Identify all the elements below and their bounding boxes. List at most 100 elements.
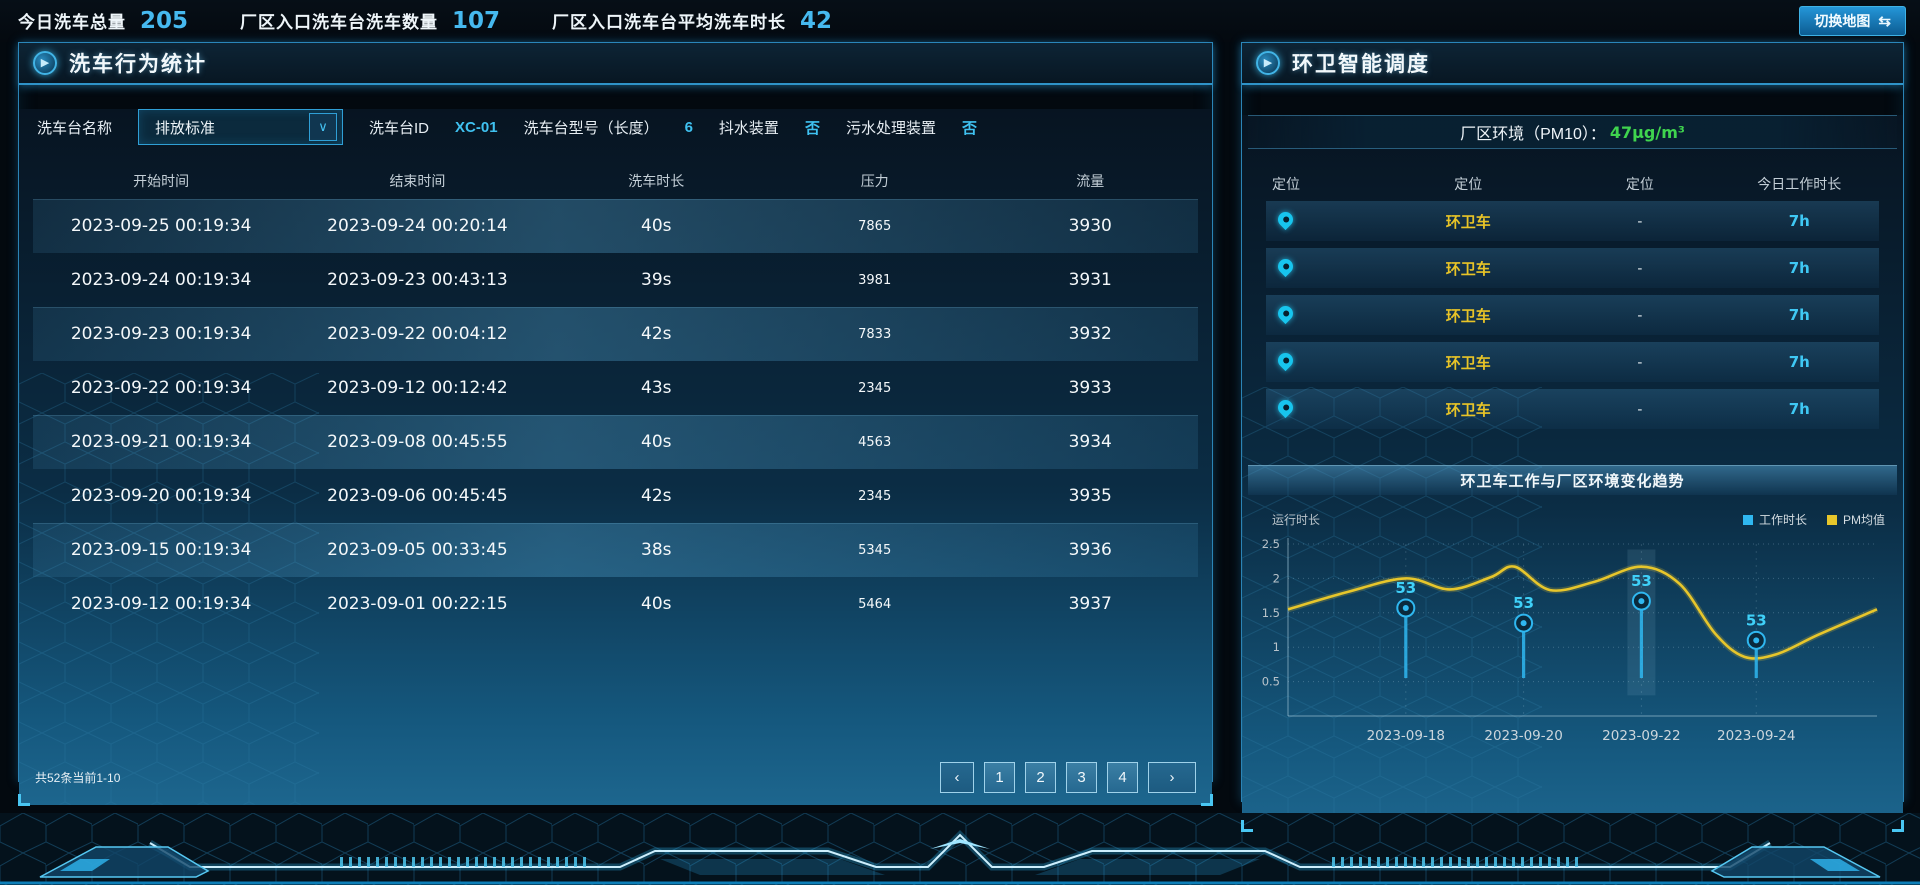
column-header: 流量 bbox=[1076, 173, 1105, 189]
wash-behavior-header: ▶ 洗车行为统计 bbox=[19, 43, 1212, 85]
vehicle-row: 环卫车 - 7h bbox=[1266, 342, 1879, 382]
stat-label: 今日洗车总量 bbox=[18, 13, 126, 32]
table-cell: 2023-09-01 00:22:15 bbox=[327, 594, 508, 614]
stat-label: 厂区入口洗车台平均洗车时长 bbox=[552, 13, 787, 32]
vehicle-name: 环卫车 bbox=[1445, 401, 1491, 419]
pm10-value: 47μg/m³ bbox=[1609, 122, 1685, 142]
vehicle-name: 环卫车 bbox=[1445, 260, 1491, 278]
location-placeholder: - bbox=[1637, 212, 1643, 230]
table-row: 2023-09-15 00:19:34 2023-09-05 00:33:45 38… bbox=[33, 523, 1198, 577]
location-placeholder: - bbox=[1637, 306, 1643, 324]
svg-text:2023-09-22: 2023-09-22 bbox=[1602, 728, 1680, 744]
table-cell: 2023-09-20 00:19:34 bbox=[70, 486, 252, 506]
pm10-label: 厂区环境（PM10）： bbox=[1460, 126, 1606, 143]
table-cell: 2023-09-22 00:04:12 bbox=[327, 324, 508, 344]
table-cell: 2023-09-15 00:19:34 bbox=[70, 540, 252, 560]
sewage-device-value: 否 bbox=[961, 119, 977, 137]
chart-top-row: 运行时长 工作时长 PM均值 bbox=[1252, 511, 1893, 530]
table-cell: 3936 bbox=[1068, 540, 1112, 560]
wash-behavior-panel: ▶ 洗车行为统计 洗车台名称 排放标准 ∨ 洗车台ID XC-01 洗车台型号（… bbox=[18, 42, 1213, 806]
table-cell: 2023-09-12 00:19:34 bbox=[70, 594, 252, 614]
location-placeholder: - bbox=[1637, 259, 1643, 277]
location-placeholder: - bbox=[1637, 353, 1643, 371]
page-button-3[interactable]: 3 bbox=[1066, 761, 1097, 793]
table-cell: 40s bbox=[641, 432, 672, 452]
prev-page-button[interactable]: ‹ bbox=[940, 761, 974, 793]
column-header: 今日工作时长 bbox=[1757, 176, 1842, 192]
station-name-select[interactable]: 排放标准 ∨ bbox=[138, 109, 344, 145]
locate-cell bbox=[1266, 208, 1376, 231]
page-button-2[interactable]: 2 bbox=[1025, 761, 1056, 793]
selected-option: 排放标准 bbox=[155, 119, 216, 137]
swap-arrows-icon: ⇆ bbox=[1878, 13, 1891, 30]
vehicle-row: 环卫车 - 7h bbox=[1266, 295, 1879, 335]
location-pin-icon[interactable] bbox=[1274, 302, 1297, 324]
sanitation-dispatch-header: ▶ 环卫智能调度 bbox=[1242, 43, 1903, 85]
locate-cell bbox=[1266, 302, 1376, 325]
location-pin-icon[interactable] bbox=[1274, 349, 1297, 371]
sewage-device-label: 污水处理装置 bbox=[845, 119, 936, 137]
table-cell: 40s bbox=[641, 216, 672, 236]
work-hours: 7h bbox=[1788, 400, 1810, 418]
play-circle-icon: ▶ bbox=[1256, 51, 1280, 75]
shake-device-label: 抖水装置 bbox=[718, 119, 779, 137]
page-button-1[interactable]: 1 bbox=[984, 761, 1015, 793]
pm10-banner: 厂区环境（PM10）： 47μg/m³ bbox=[1248, 115, 1897, 149]
table-cell: 38s bbox=[641, 540, 672, 560]
table-row: 2023-09-21 00:19:34 2023-09-08 00:45:55 40… bbox=[33, 415, 1198, 469]
table-cell: 2023-09-08 00:45:55 bbox=[327, 432, 508, 452]
corner-accent bbox=[1201, 794, 1213, 806]
table-cell: 2023-09-24 00:20:14 bbox=[327, 216, 508, 236]
locate-cell bbox=[1266, 349, 1376, 372]
legend-label: 工作时长 bbox=[1758, 513, 1807, 527]
table-cell: 3932 bbox=[1068, 324, 1112, 344]
chevron-down-icon[interactable]: ∨ bbox=[309, 113, 338, 141]
next-page-button[interactable]: › bbox=[1148, 761, 1196, 793]
station-id-label: 洗车台ID bbox=[369, 119, 430, 137]
column-header: 开始时间 bbox=[133, 173, 190, 189]
table-row: 2023-09-12 00:19:34 2023-09-01 00:22:15 40… bbox=[33, 577, 1198, 631]
top-stats-bar: 今日洗车总量 205 厂区入口洗车台洗车数量 107 厂区入口洗车台平均洗车时长… bbox=[0, 0, 1920, 42]
corner-accent bbox=[18, 794, 30, 806]
table-cell: 39s bbox=[641, 270, 672, 290]
vehicle-name: 环卫车 bbox=[1445, 354, 1491, 372]
table-cell: 2023-09-23 00:19:34 bbox=[70, 324, 252, 344]
corner-accent bbox=[1241, 820, 1253, 832]
table-cell: 2023-09-23 00:43:13 bbox=[327, 270, 508, 290]
table-row: 2023-09-23 00:19:34 2023-09-22 00:04:12 42… bbox=[33, 307, 1198, 361]
table-cell: 5464 bbox=[858, 596, 892, 612]
switch-map-button[interactable]: 切换地图 ⇆ bbox=[1799, 6, 1906, 36]
column-header: 结束时间 bbox=[389, 173, 446, 189]
location-pin-icon[interactable] bbox=[1274, 396, 1297, 418]
legend-item-pm-average: PM均值 bbox=[1826, 511, 1885, 528]
column-header: 定位 bbox=[1625, 176, 1654, 192]
vehicle-row: 环卫车 - 7h bbox=[1266, 248, 1879, 288]
locate-cell bbox=[1266, 396, 1376, 419]
table-body: 2023-09-25 00:19:34 2023-09-24 00:20:14 40… bbox=[33, 199, 1198, 631]
svg-text:53: 53 bbox=[1631, 572, 1652, 590]
stat-value: 205 bbox=[140, 8, 189, 34]
table-cell: 2345 bbox=[858, 380, 892, 396]
table-cell: 40s bbox=[641, 594, 672, 614]
location-pin-icon[interactable] bbox=[1274, 255, 1297, 277]
station-model-value: 6 bbox=[684, 118, 693, 136]
svg-text:53: 53 bbox=[1513, 594, 1534, 612]
table-cell: 2023-09-05 00:33:45 bbox=[327, 540, 508, 560]
footer-decoration bbox=[0, 813, 1920, 885]
table-cell: 43s bbox=[641, 378, 672, 398]
table-cell: 4563 bbox=[858, 434, 892, 450]
station-id-value: XC-01 bbox=[455, 118, 498, 136]
hexagon-texture bbox=[19, 373, 319, 805]
work-hours: 7h bbox=[1788, 306, 1810, 324]
vehicle-row: 环卫车 - 7h bbox=[1266, 201, 1879, 241]
wash-behavior-body: 洗车台名称 排放标准 ∨ 洗车台ID XC-01 洗车台型号（长度） 6 抖水装… bbox=[18, 109, 1213, 806]
table-cell: 2023-09-22 00:19:34 bbox=[70, 378, 252, 398]
location-pin-icon[interactable] bbox=[1274, 208, 1297, 230]
table-cell: 3937 bbox=[1068, 594, 1112, 614]
switch-map-label: 切换地图 bbox=[1814, 13, 1871, 29]
y-axis-label: 运行时长 bbox=[1272, 513, 1321, 527]
page-button-4[interactable]: 4 bbox=[1107, 761, 1138, 793]
table-row: 2023-09-24 00:19:34 2023-09-23 00:43:13 39… bbox=[33, 253, 1198, 307]
